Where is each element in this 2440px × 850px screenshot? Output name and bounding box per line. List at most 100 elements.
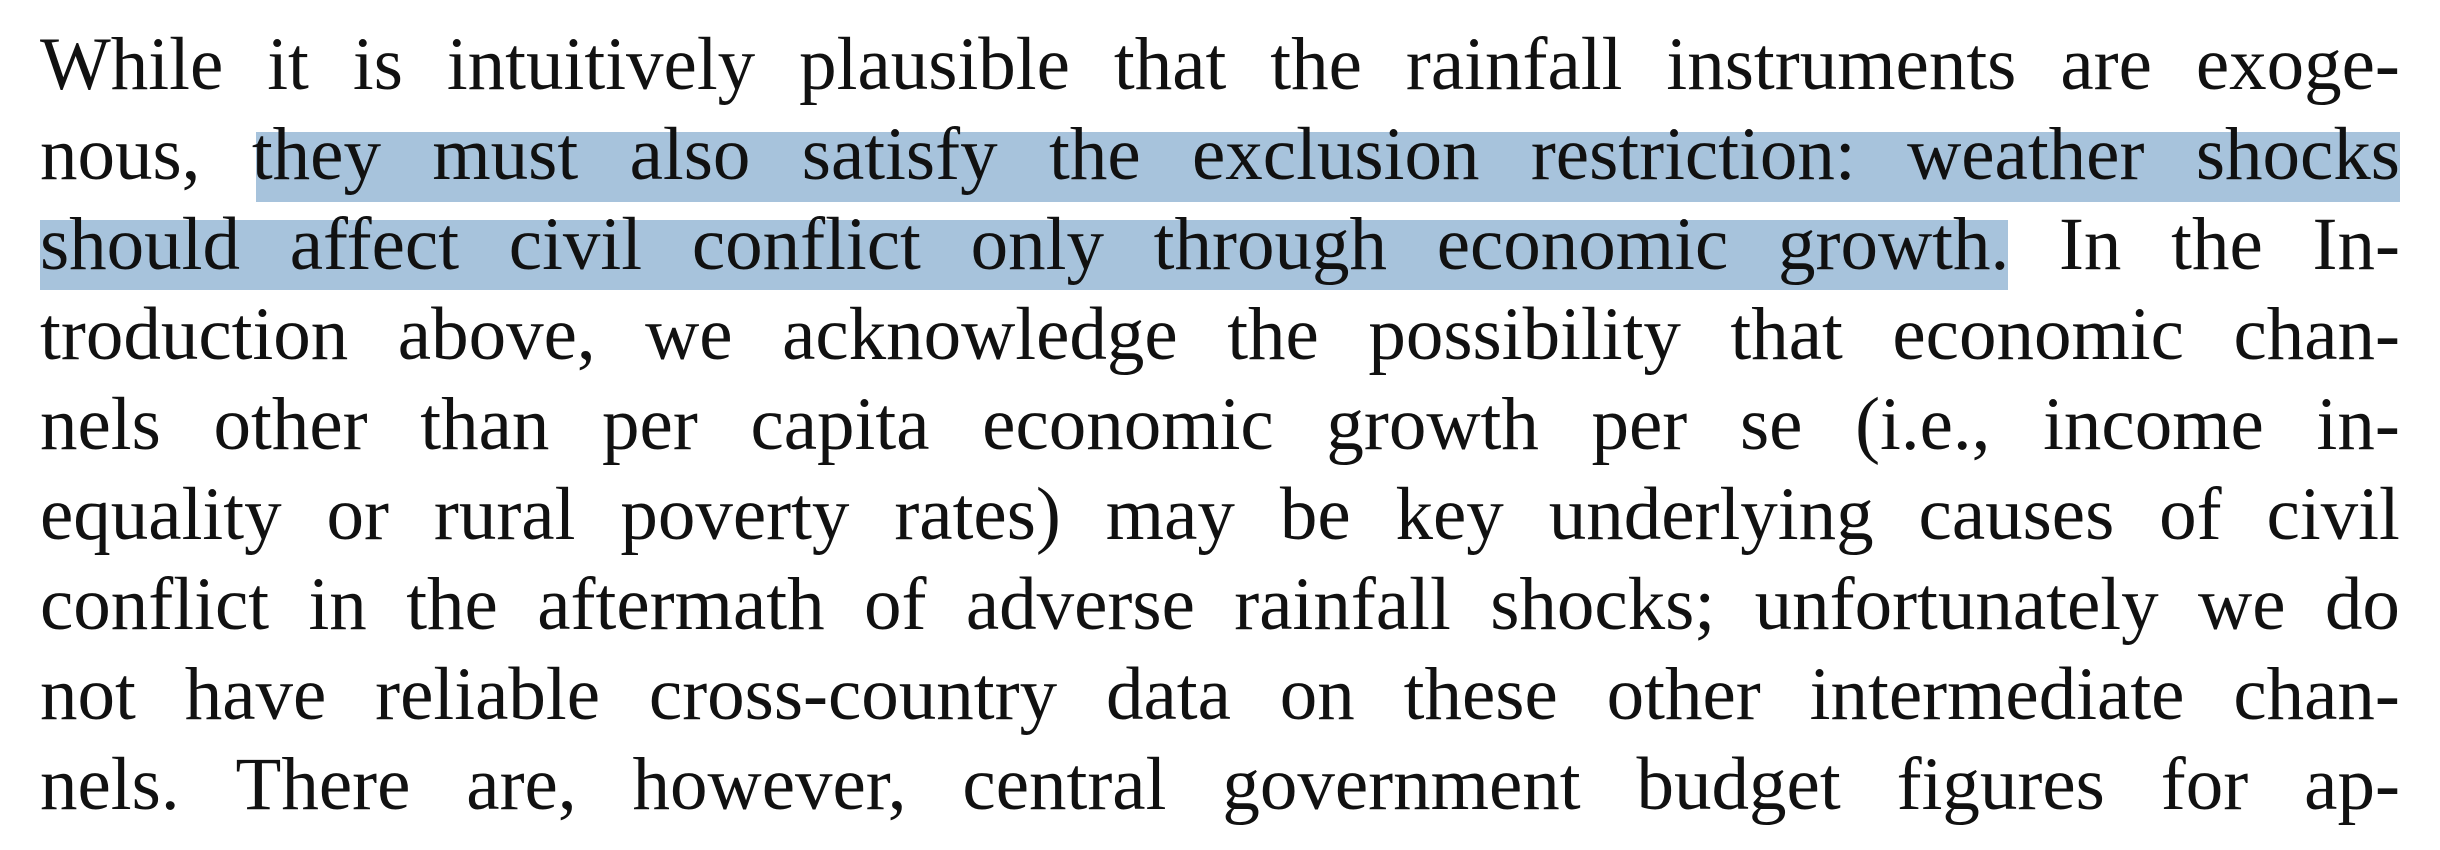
word: causes (1918, 473, 2115, 556)
text-line[interactable]: not have reliable cross-country data on these o… (40, 650, 2400, 740)
word: have (184, 653, 327, 736)
text-highlight-line-2 (40, 220, 2008, 290)
word: While (40, 23, 224, 106)
word: aftermath (537, 563, 825, 646)
word: unfortunately (1754, 563, 2159, 646)
word: acknowledge (782, 293, 1178, 376)
word: ap- (2304, 743, 2400, 826)
word: should (40, 203, 241, 286)
word: chan- (2233, 653, 2400, 736)
word: poverty (620, 473, 850, 556)
word: civil (508, 203, 643, 286)
word: however, (632, 743, 907, 826)
word: chan- (2233, 293, 2400, 376)
text-line[interactable]: nous, they must also satisfy the exclusion rest… (40, 110, 2400, 200)
word: data (1106, 653, 1231, 736)
word: these (1403, 653, 1558, 736)
word: also (629, 113, 751, 196)
word: underlying (1548, 473, 1874, 556)
word: rainfall (1405, 23, 1623, 106)
word: the (1048, 113, 1141, 196)
word: conflict (40, 563, 270, 646)
text-line[interactable]: equality or rural poverty rates) may be key unde… (40, 470, 2400, 560)
word: rates) (894, 473, 1061, 556)
word: economic (982, 383, 1274, 466)
word: only (970, 203, 1104, 286)
word: other (213, 383, 368, 466)
word: rural (433, 473, 576, 556)
word: in (308, 563, 367, 646)
text-line[interactable]: nels other than per capita economic growth per s… (40, 380, 2400, 470)
word: through (1153, 203, 1387, 286)
word: in- (2316, 383, 2400, 466)
word: nels. (40, 743, 180, 826)
word: troduction (40, 293, 349, 376)
word: that (1113, 23, 1227, 106)
word: economic (1436, 203, 1729, 286)
word: equality (40, 473, 282, 556)
word: we (645, 293, 733, 376)
word: In (2058, 203, 2122, 286)
word: may (1105, 473, 1235, 556)
word: per (602, 383, 698, 466)
word: it (267, 23, 309, 106)
text-line[interactable]: nels. There are, however, central government b… (40, 740, 2400, 830)
word: In- (2312, 203, 2400, 286)
word: plausible (799, 23, 1070, 106)
word: are (2060, 23, 2152, 106)
word: they (251, 113, 381, 196)
word: is (352, 23, 403, 106)
word: key (1395, 473, 1504, 556)
word: budget (1636, 743, 1841, 826)
word: on (1279, 653, 1355, 736)
word: restriction: (1530, 113, 1856, 196)
text-highlight-line-1 (256, 132, 2400, 202)
word: exoge- (2195, 23, 2400, 106)
word: the (2171, 203, 2263, 286)
word: the (406, 563, 498, 646)
word: shocks; (1490, 563, 1716, 646)
word: central (962, 743, 1167, 826)
word: se (1739, 383, 1803, 466)
word: than (420, 383, 550, 466)
word: income (2043, 383, 2264, 466)
word: (i.e., (1855, 383, 1991, 466)
word: economic (1892, 293, 2184, 376)
text-line[interactable]: troduction above, we acknowledge the possibil… (40, 290, 2400, 380)
word: rainfall (1234, 563, 1451, 646)
word: There (235, 743, 411, 826)
word: the (1270, 23, 1362, 106)
word: above, (397, 293, 596, 376)
word: capita (750, 383, 930, 466)
word: possibility (1368, 293, 1681, 376)
word: per (1591, 383, 1688, 466)
word: nels (40, 383, 161, 466)
word: the (1227, 293, 1319, 376)
word: that (1730, 293, 1843, 376)
word: cross-country (648, 653, 1058, 736)
word: nous, (40, 113, 201, 196)
word: conflict (691, 203, 921, 286)
word: civil (2266, 473, 2400, 556)
text-line[interactable]: conflict in the aftermath of adverse rainfall s… (40, 560, 2400, 650)
word: of (2159, 473, 2222, 556)
word: must (432, 113, 579, 196)
word: exclusion (1192, 113, 1480, 196)
word: instruments (1666, 23, 2017, 106)
word: other (1606, 653, 1761, 736)
word: intermediate (1809, 653, 2185, 736)
word: affect (289, 203, 460, 286)
word: shocks (2195, 113, 2400, 196)
word: not (40, 653, 136, 736)
text-line[interactable]: should affect civil conflict only through econ… (40, 200, 2400, 290)
word: are, (466, 743, 577, 826)
word: for (2160, 743, 2249, 826)
document-page: While it is intuitively plausible that the rain… (40, 0, 2400, 850)
word: government (1222, 743, 1581, 826)
text-line[interactable]: While it is intuitively plausible that the rain… (40, 20, 2400, 110)
word: reliable (375, 653, 601, 736)
word: adverse (965, 563, 1195, 646)
word: intuitively (446, 23, 756, 106)
word: we (2198, 563, 2286, 646)
word: do (2324, 563, 2400, 646)
